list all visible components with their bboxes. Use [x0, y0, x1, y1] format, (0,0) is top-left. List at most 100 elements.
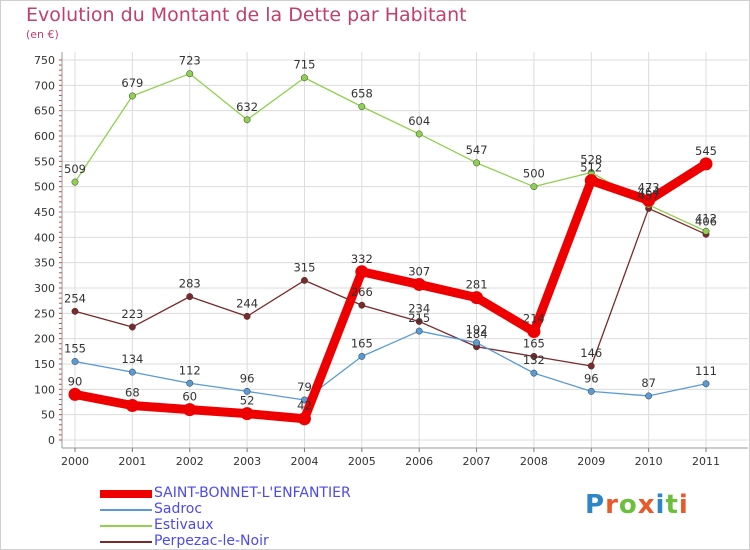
data-label: 632	[236, 100, 258, 114]
data-label: 132	[523, 353, 545, 367]
data-label: 165	[351, 336, 373, 350]
data-label: 547	[466, 143, 488, 157]
data-label: 79	[297, 380, 312, 394]
y-tick-label: 0	[48, 434, 55, 447]
data-label: 165	[523, 336, 545, 350]
data-label: 679	[121, 76, 143, 90]
data-label: 111	[695, 364, 717, 378]
y-tick-label: 400	[34, 231, 55, 244]
data-point	[71, 358, 79, 365]
y-tick-label: 250	[34, 307, 55, 320]
y-tick-label: 50	[41, 409, 55, 422]
data-point	[530, 369, 538, 377]
series-line	[70, 159, 711, 424]
legend-swatch-estivaux	[100, 525, 152, 527]
data-point	[186, 379, 194, 387]
data-label: 545	[695, 144, 717, 158]
x-tick-label: 2007	[463, 455, 491, 468]
chart-subtitle: (en €)	[26, 28, 59, 41]
data-label: 723	[179, 54, 201, 68]
chart-title: Evolution du Montant de la Dette par Hab…	[26, 4, 467, 26]
data-point	[584, 174, 598, 188]
legend-swatch-saint-bonnet	[100, 490, 152, 498]
series-line	[74, 207, 707, 367]
series-line	[74, 330, 707, 401]
data-point	[243, 312, 251, 320]
x-tick-label: 2003	[233, 455, 261, 468]
legend-label-saint-bonnet: SAINT-BONNET-L'ENFANTIER	[154, 485, 351, 501]
plot-area	[62, 52, 748, 450]
y-tick-label: 350	[34, 257, 55, 270]
data-point	[470, 291, 484, 305]
data-label: 244	[236, 296, 258, 310]
data-label: 214	[523, 312, 545, 326]
data-point	[527, 325, 541, 339]
data-label: 500	[523, 167, 545, 181]
data-label: 604	[408, 114, 430, 128]
data-label: 87	[641, 376, 656, 390]
x-tick-label: 2005	[348, 455, 376, 468]
logo-letter: i	[655, 490, 666, 520]
data-point	[186, 70, 194, 78]
data-label: 215	[408, 311, 430, 325]
x-tick-label: 2008	[520, 455, 548, 468]
data-label: 512	[580, 161, 602, 175]
x-tick-label: 2002	[176, 455, 204, 468]
x-tick-label: 2000	[61, 455, 89, 468]
data-point	[530, 183, 538, 191]
y-tick-label: 650	[34, 105, 55, 118]
data-label: 528	[580, 152, 602, 166]
x-tick-label: 2004	[290, 455, 318, 468]
x-tick-label: 2009	[577, 455, 605, 468]
y-tick-label: 150	[34, 358, 55, 371]
data-point	[240, 407, 254, 421]
data-label: 96	[584, 371, 599, 385]
data-label: 60	[182, 390, 197, 404]
data-label: 406	[695, 214, 717, 228]
data-point	[587, 387, 595, 395]
data-point	[355, 265, 369, 279]
data-point	[645, 392, 653, 400]
data-label: 457	[638, 188, 660, 202]
data-point	[297, 412, 311, 426]
logo-letter: x	[637, 490, 656, 520]
data-point	[243, 116, 251, 124]
legend-label-estivaux: Estivaux	[154, 517, 214, 533]
data-label: 52	[240, 394, 255, 408]
x-tick-label: 2006	[405, 455, 433, 468]
data-point	[358, 301, 366, 309]
data-label: 715	[293, 58, 315, 72]
data-point	[642, 193, 656, 207]
data-point	[412, 277, 426, 291]
data-label: 464	[638, 185, 660, 199]
data-label: 42	[297, 399, 312, 413]
data-label: 412	[695, 211, 717, 225]
y-tick-label: 550	[34, 155, 55, 168]
data-point	[71, 307, 79, 315]
data-point	[473, 159, 480, 167]
logo-letter: i	[678, 490, 689, 520]
data-point	[125, 399, 139, 413]
data-point	[473, 339, 480, 347]
data-label: 332	[351, 252, 373, 266]
data-label: 223	[121, 307, 143, 321]
data-label: 134	[121, 352, 143, 366]
data-label: 658	[351, 87, 373, 101]
data-label: 307	[408, 264, 430, 278]
data-point	[358, 352, 366, 360]
logo-letter: o	[618, 490, 638, 520]
legend-label-sadroc: Sadroc	[154, 501, 203, 517]
data-point	[128, 368, 136, 376]
data-label: 234	[408, 301, 430, 315]
data-label: 155	[64, 341, 86, 355]
data-point	[530, 352, 538, 360]
legend-swatch-sadroc	[100, 509, 152, 511]
data-label: 90	[68, 374, 83, 388]
y-tick-label: 450	[34, 206, 55, 219]
series-line	[74, 73, 707, 232]
y-tick-label: 100	[34, 383, 55, 396]
x-tick-label: 2010	[635, 455, 663, 468]
data-label: 68	[125, 386, 140, 400]
data-label: 266	[351, 285, 373, 299]
